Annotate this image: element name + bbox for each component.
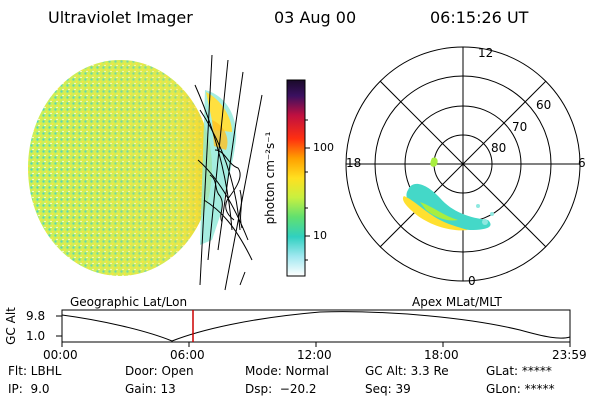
observation-date: 03 Aug 00	[274, 8, 357, 27]
geographic-grid-lines	[194, 54, 263, 291]
mlt-label-12: 12	[478, 46, 494, 60]
colorbar-unit-label: photon cm⁻²s⁻¹	[263, 131, 277, 225]
gain-status: Gain: 13	[125, 382, 176, 396]
glon-status: GLon: *****	[486, 382, 555, 396]
dsp-status: Dsp: −20.2	[245, 382, 317, 396]
globe-image	[28, 60, 237, 276]
geographic-panel-label: Geographic Lat/Lon	[70, 295, 188, 309]
time-tick-1200: 12:00	[297, 348, 332, 362]
mlat-label-80: 80	[491, 141, 507, 155]
colorbar	[286, 79, 310, 277]
gc-altitude-status: GC Alt: 3.3 Re	[365, 364, 449, 378]
time-tick-2359: 23:59	[552, 348, 587, 362]
mlt-label-6: 6	[578, 156, 586, 170]
apex-panel-label: Apex MLat/MLT	[412, 295, 502, 309]
colorbar-tick-100: 100	[313, 141, 334, 154]
alt-tick-1-0: 1.0	[26, 329, 46, 343]
ip-status: IP: 9.0	[8, 382, 50, 396]
colorbar-tick-10: 10	[313, 229, 327, 242]
altitude-plot	[56, 309, 571, 347]
time-tick-0600: 06:00	[170, 348, 205, 362]
time-tick-0000: 00:00	[43, 348, 78, 362]
instrument-title: Ultraviolet Imager	[48, 8, 193, 27]
polar-mlt-plot	[345, 46, 581, 282]
sequence-status: Seq: 39	[365, 382, 411, 396]
filter-status: Flt: LBHL	[8, 364, 62, 378]
mlat-label-70: 70	[512, 120, 528, 134]
mlat-label-60: 60	[536, 98, 552, 112]
door-status: Door: Open	[125, 364, 194, 378]
mode-status: Mode: Normal	[245, 364, 329, 378]
time-tick-1800: 18:00	[424, 348, 459, 362]
observation-time: 06:15:26 UT	[430, 8, 529, 27]
polar-aurora	[402, 157, 494, 231]
altitude-axis-label: GC Alt	[4, 307, 18, 345]
mlt-label-18: 18	[346, 156, 362, 170]
alt-tick-9-8: 9.8	[26, 309, 46, 323]
glat-status: GLat: *****	[486, 364, 552, 378]
mlt-label-0: 0	[468, 274, 476, 288]
